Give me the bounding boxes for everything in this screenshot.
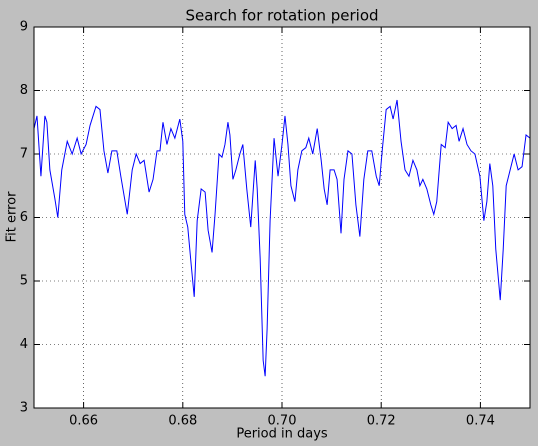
y-tick-label: 3 — [20, 401, 28, 416]
y-axis-label: Fit error — [5, 191, 20, 243]
line — [33, 99, 531, 377]
y-tick-label: 9 — [20, 20, 28, 35]
x-tick-label: 0.74 — [466, 414, 495, 429]
y-tick-label: 5 — [20, 274, 28, 289]
x-tick-label: 0.66 — [69, 414, 98, 429]
y-tick-label: 8 — [20, 83, 28, 98]
y-tick-label: 6 — [20, 210, 28, 225]
x-tick-label: 0.70 — [268, 414, 297, 429]
x-axis-label: Period in days — [236, 427, 328, 442]
y-tick-label: 4 — [20, 337, 28, 352]
x-tick-label: 0.68 — [168, 414, 197, 429]
x-tick-label: 0.72 — [367, 414, 396, 429]
chart-title: Search for rotation period — [185, 7, 378, 25]
plot-frame — [33, 26, 531, 409]
y-tick-label: 7 — [20, 147, 28, 162]
